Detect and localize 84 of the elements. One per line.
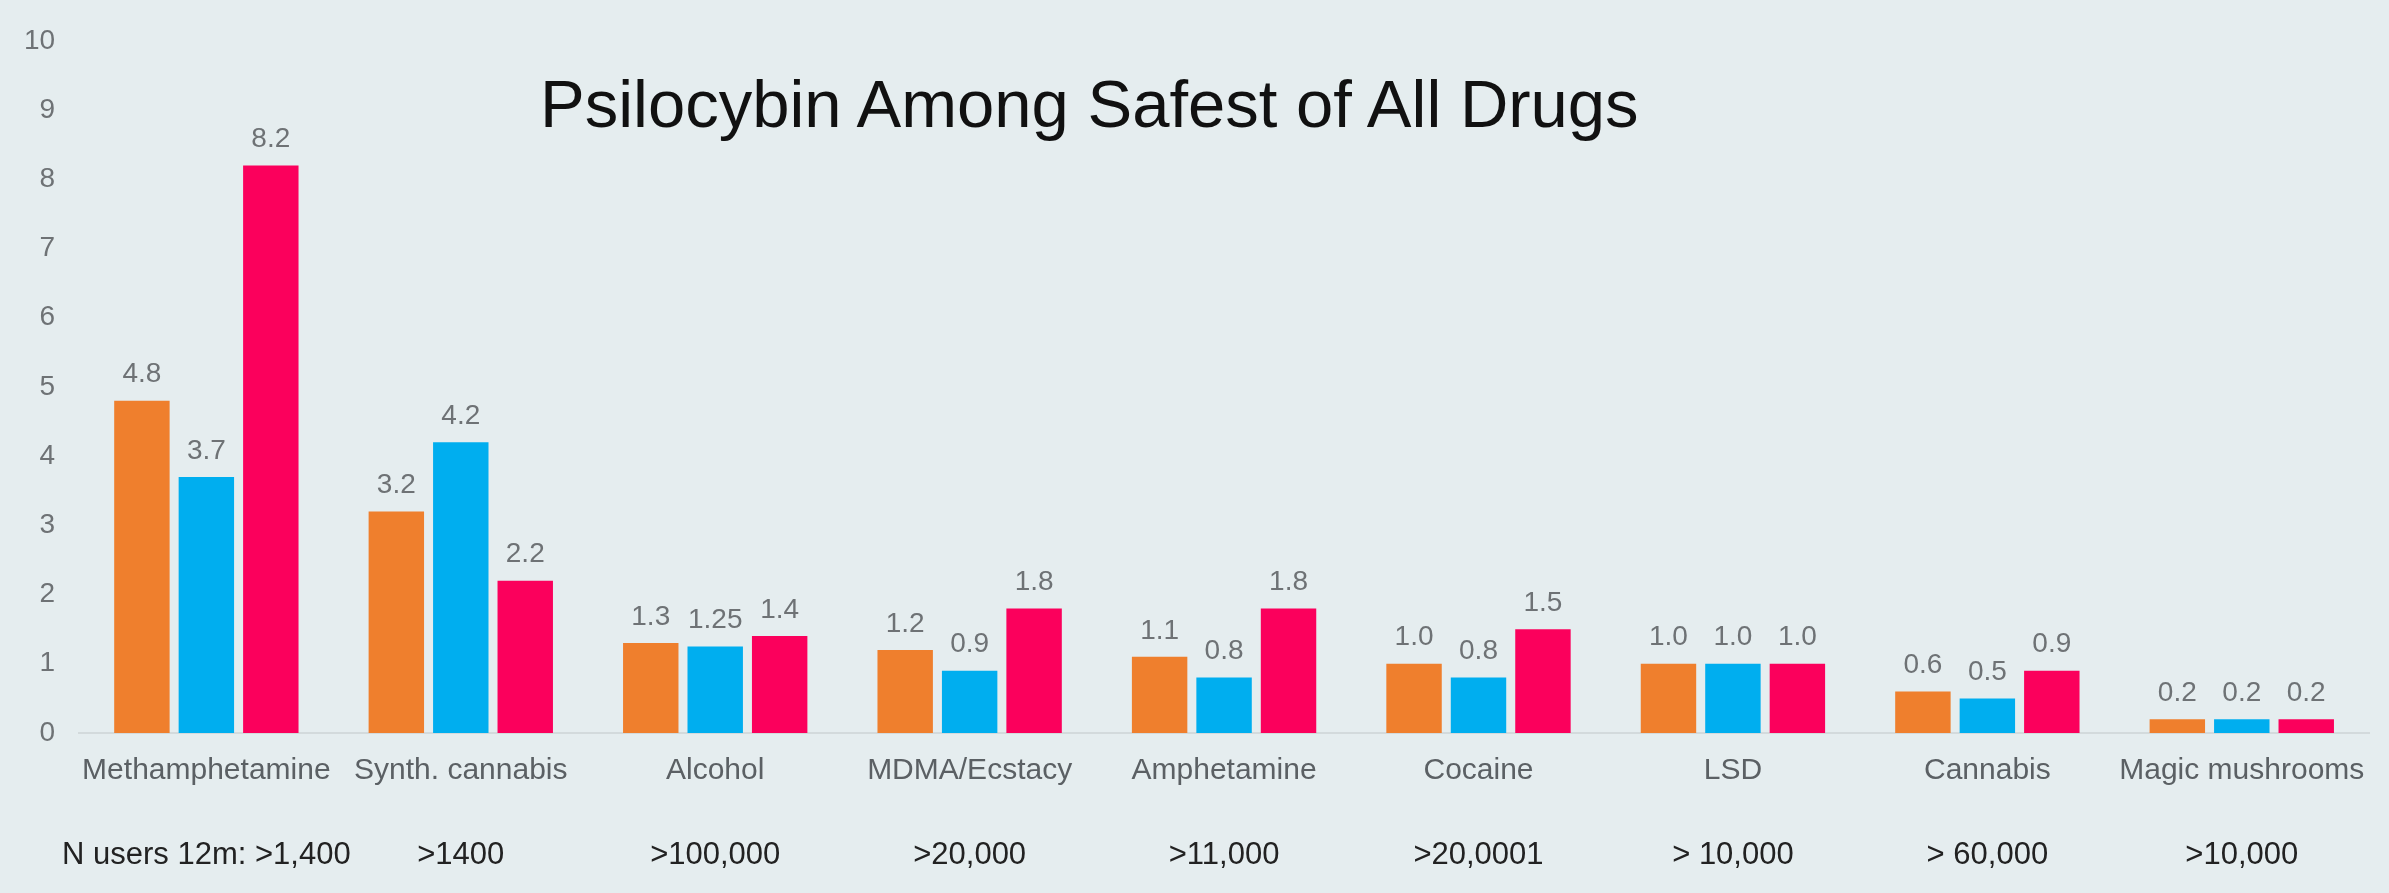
bar <box>2278 719 2334 733</box>
data-label: 1.0 <box>1649 620 1688 652</box>
y-tick-label: 0 <box>39 715 56 747</box>
data-label: 1.25 <box>687 603 743 635</box>
bar <box>1386 663 1442 733</box>
data-label: 3.7 <box>186 433 226 465</box>
bar <box>1006 608 1062 733</box>
y-tick-label: 9 <box>39 92 56 124</box>
chart-title: Psilocybin Among Safest of All Drugs <box>540 66 1639 141</box>
y-tick-label: 10 <box>23 23 56 55</box>
bar <box>1515 629 1571 733</box>
data-label: 8.2 <box>251 122 291 154</box>
data-label: 3.2 <box>376 468 416 500</box>
text: N users 12m: >1,400 <box>62 835 351 871</box>
bar <box>2024 670 2080 733</box>
bar <box>497 580 553 733</box>
text: >20,000 <box>913 835 1027 871</box>
bar <box>1450 677 1507 733</box>
text: > 60,000 <box>1926 835 2049 871</box>
y-tick-label: 4 <box>39 438 56 470</box>
bar <box>751 636 808 733</box>
data-label: 2.2 <box>505 537 545 569</box>
y-tick-label: 8 <box>39 161 56 193</box>
bar <box>243 165 299 733</box>
bar <box>687 646 743 733</box>
x-tick-label: Methamphetamine <box>82 752 331 786</box>
y-tick-label: 7 <box>39 231 56 263</box>
bar <box>1895 691 1951 733</box>
bar <box>114 400 170 733</box>
data-label: 1.8 <box>1014 565 1054 597</box>
data-label: 1.0 <box>1394 620 1434 652</box>
data-label: 4.8 <box>122 357 162 389</box>
x-tick-label: Synth. cannabis <box>354 752 568 786</box>
data-label: 1.2 <box>885 606 925 638</box>
text: >11,000 <box>1168 835 1280 871</box>
data-label: 1.0 <box>1713 620 1753 652</box>
y-tick-label: 2 <box>39 577 56 609</box>
bar <box>2149 719 2206 733</box>
x-tick-label: Cannabis <box>1923 752 2051 786</box>
y-tick-label: 1 <box>39 646 56 678</box>
x-tick-label: MDMA/Ecstacy <box>867 752 1073 786</box>
text: >100,000 <box>650 835 781 871</box>
bar <box>178 476 235 733</box>
text: > 10,000 <box>1672 835 1794 871</box>
bar <box>433 442 489 733</box>
data-label: 0.5 <box>1967 655 2007 687</box>
text: >1400 <box>417 835 505 871</box>
bar <box>1705 663 1761 733</box>
bar <box>877 649 933 733</box>
bar <box>623 643 679 733</box>
bar <box>1131 656 1188 733</box>
data-label: 0.9 <box>2032 627 2072 659</box>
data-label: 0.2 <box>2157 675 2197 707</box>
data-label: 0.2 <box>2286 675 2326 707</box>
data-label: 4.2 <box>441 398 481 430</box>
data-label: 0.8 <box>1204 634 1244 666</box>
x-tick-label: Magic mushrooms <box>2119 752 2365 786</box>
y-tick-label: 3 <box>39 508 56 540</box>
y-tick-label: 6 <box>39 300 56 332</box>
bar <box>1260 608 1317 733</box>
data-label: 1.0 <box>1777 620 1817 652</box>
data-label: 0.6 <box>1903 648 1943 680</box>
bar <box>1640 663 1697 733</box>
data-label: 1.5 <box>1523 585 1563 617</box>
data-label: 0.9 <box>950 627 990 659</box>
bar <box>941 670 998 733</box>
bar <box>1769 663 1826 733</box>
x-tick-label: Amphetamine <box>1131 752 1317 786</box>
x-tick-label: LSD <box>1703 752 1763 786</box>
bar <box>368 511 425 733</box>
bar <box>1196 677 1252 733</box>
bar <box>1959 698 2016 733</box>
text: >20,0001 <box>1413 835 1544 871</box>
data-label: 1.1 <box>1140 613 1180 645</box>
data-label: 0.8 <box>1459 634 1498 666</box>
y-tick-label: 5 <box>39 369 56 401</box>
text: >10,000 <box>2185 835 2299 871</box>
x-tick-label: Alcohol <box>666 752 765 786</box>
data-label: 1.4 <box>760 592 800 624</box>
x-tick-label: Cocaine <box>1423 752 1534 786</box>
data-label: 0.2 <box>2222 675 2262 707</box>
data-label: 1.8 <box>1269 565 1308 597</box>
bar <box>2214 719 2270 733</box>
data-label: 1.3 <box>631 599 671 631</box>
